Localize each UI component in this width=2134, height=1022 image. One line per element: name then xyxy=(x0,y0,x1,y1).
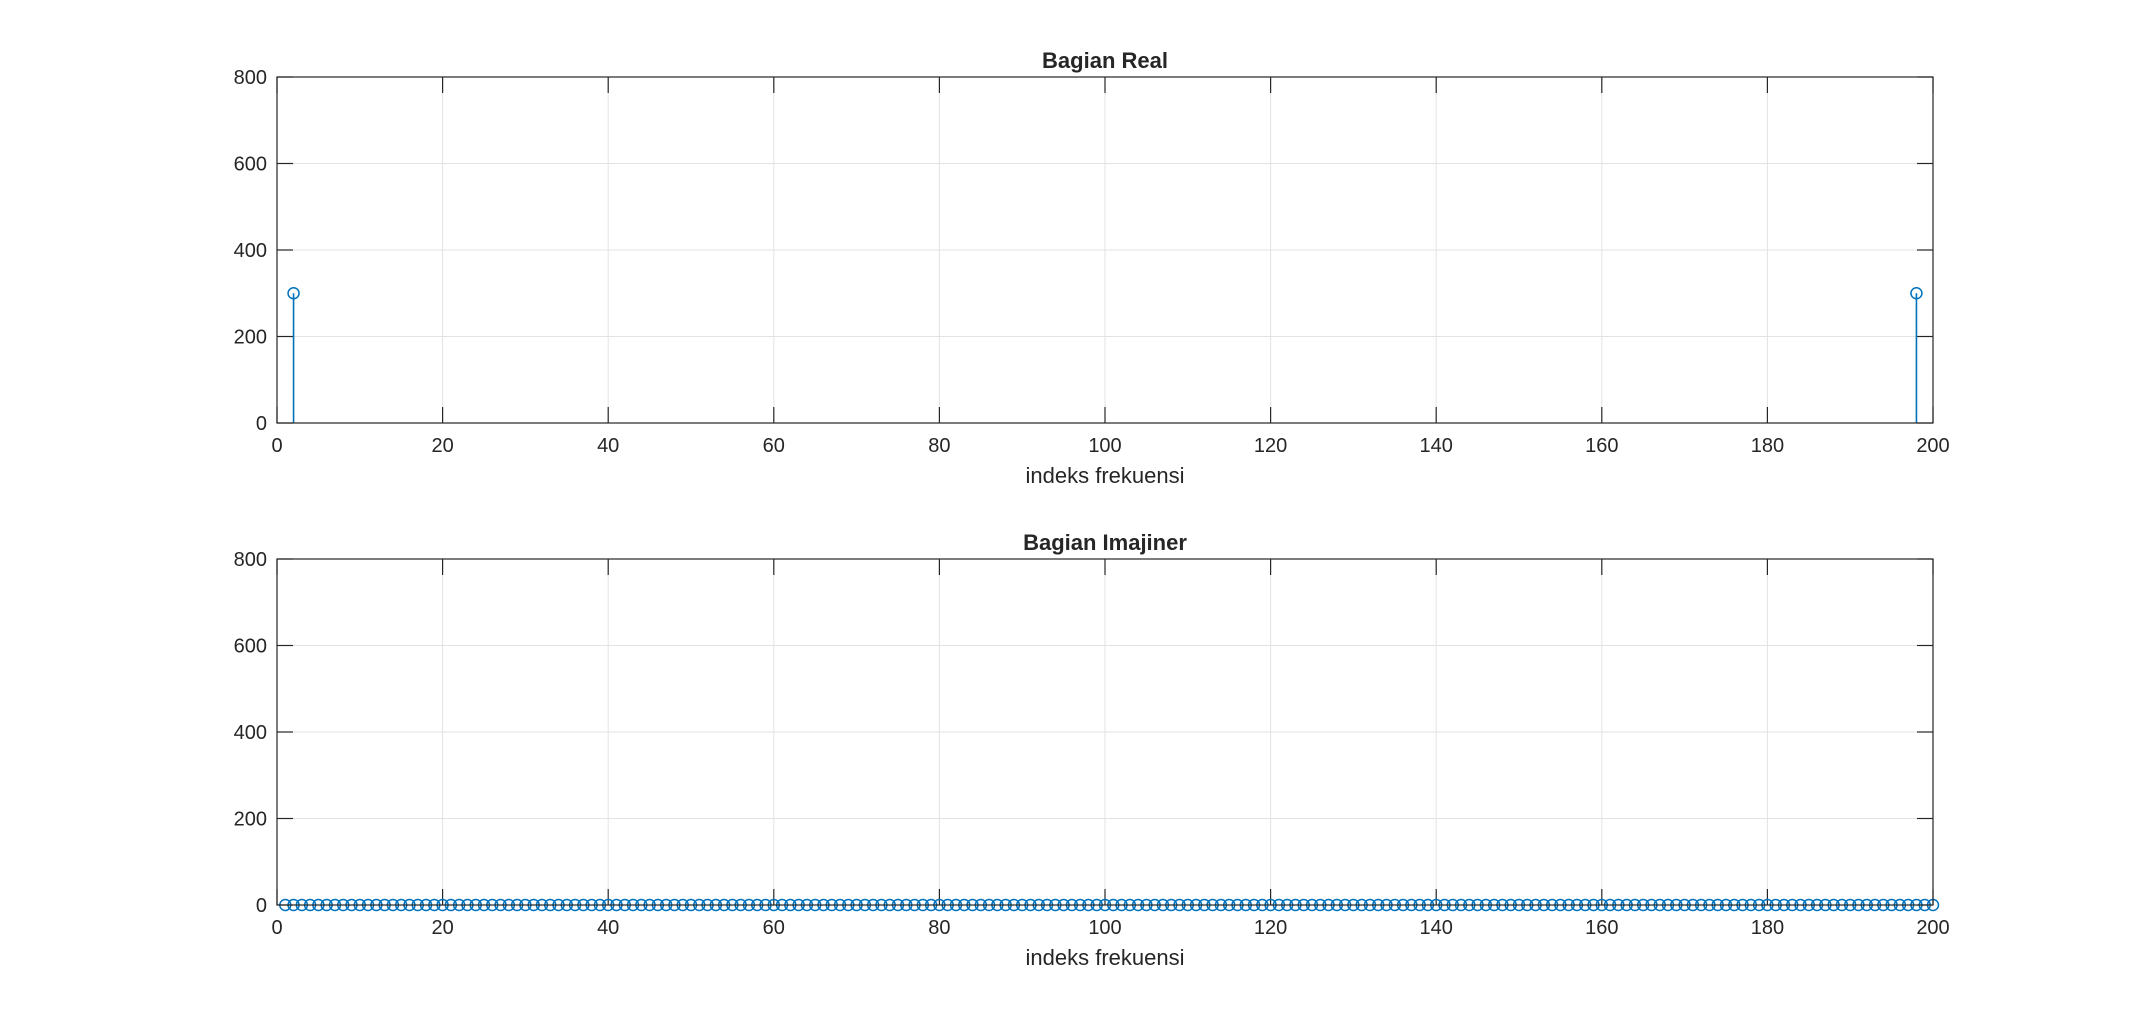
y-tick-label: 600 xyxy=(234,636,267,658)
x-tick-label: 200 xyxy=(1916,917,1949,939)
x-tick-label: 180 xyxy=(1751,435,1784,457)
plot-title: Bagian Imajiner xyxy=(1023,530,1187,555)
x-axis-label: indeks frekuensi xyxy=(1026,463,1185,488)
y-tick-label: 600 xyxy=(234,154,267,176)
x-tick-label: 60 xyxy=(763,917,785,939)
x-tick-label: 20 xyxy=(431,917,453,939)
axes-frame xyxy=(276,76,1934,424)
y-tick-label: 400 xyxy=(234,722,267,744)
grid-lines xyxy=(276,76,1934,424)
x-tick-label: 80 xyxy=(928,917,950,939)
x-axis-label: indeks frekuensi xyxy=(1026,945,1185,970)
x-tick-label: 100 xyxy=(1088,435,1121,457)
plot-real: Bagian Real indeks frekuensi 0 20 40 60 80 10… xyxy=(234,48,1950,488)
y-tick-label: 400 xyxy=(234,240,267,262)
x-tick-label: 180 xyxy=(1751,917,1784,939)
x-tick-label: 40 xyxy=(597,917,619,939)
x-tick-label: 0 xyxy=(271,435,282,457)
x-tick-label: 60 xyxy=(763,435,785,457)
y-tick-label: 200 xyxy=(234,327,267,349)
plot-imaginary: Bagian Imajiner indeks frekuensi 0 20 40 60… xyxy=(234,530,1950,970)
x-tick-label: 20 xyxy=(431,435,453,457)
stem-marker xyxy=(1910,287,1923,300)
stem-marker xyxy=(287,287,300,300)
y-tick-label: 800 xyxy=(234,549,267,571)
x-tick-label: 40 xyxy=(597,435,619,457)
x-tick-label: 200 xyxy=(1916,435,1949,457)
grid-lines xyxy=(276,558,1934,906)
x-tick-label: 100 xyxy=(1088,917,1121,939)
x-tick-label: 0 xyxy=(271,917,282,939)
x-tick-label: 120 xyxy=(1254,435,1287,457)
x-tick-label: 140 xyxy=(1420,435,1453,457)
axes-frame xyxy=(276,558,1934,906)
x-tick-label: 80 xyxy=(928,435,950,457)
y-tick-label: 0 xyxy=(256,413,267,435)
y-tick-label: 0 xyxy=(256,895,267,917)
y-tick-label: 200 xyxy=(234,809,267,831)
x-tick-label: 140 xyxy=(1420,917,1453,939)
y-tick-label: 800 xyxy=(234,67,267,89)
stem-series xyxy=(287,287,1923,423)
x-tick-label: 120 xyxy=(1254,917,1287,939)
x-tick-label: 160 xyxy=(1585,435,1618,457)
plot-title: Bagian Real xyxy=(1042,48,1168,73)
x-tick-label: 160 xyxy=(1585,917,1618,939)
